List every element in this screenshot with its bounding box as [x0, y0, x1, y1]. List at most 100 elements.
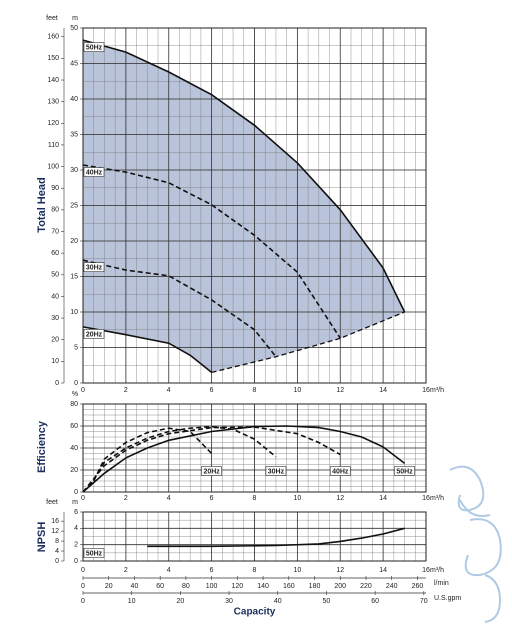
- curve-label: 50Hz: [86, 550, 103, 557]
- y-tick-label: 20: [70, 238, 78, 245]
- x2-tick-label: 40: [131, 583, 139, 590]
- y2-tick-label: 4: [55, 548, 59, 555]
- y2-tick-label: 40: [51, 293, 59, 300]
- x2-tick-label: 140: [257, 583, 269, 590]
- y-tick-label: 4: [74, 525, 78, 532]
- x-tick-label: 4: [167, 567, 171, 574]
- x-tick-label: 6: [210, 567, 214, 574]
- y-unit: m: [72, 499, 78, 506]
- y2-tick-label: 30: [51, 315, 59, 322]
- y-tick-label: 6: [74, 509, 78, 516]
- x2-unit: l/min: [434, 580, 449, 587]
- x3-tick-label: 40: [274, 598, 282, 605]
- y-tick-label: 15: [70, 273, 78, 280]
- x2-tick-label: 260: [412, 583, 424, 590]
- label-box: [83, 167, 105, 177]
- x2-tick-label: 80: [182, 583, 190, 590]
- y-tick-label: 50: [70, 25, 78, 32]
- curve-label: 20Hz: [86, 331, 103, 338]
- curve-label: 30Hz: [86, 265, 103, 272]
- x2-tick-label: 200: [334, 583, 346, 590]
- label-box: [83, 262, 105, 272]
- x2-tick-label: 160: [283, 583, 295, 590]
- axis-title: Efficiency: [36, 420, 48, 473]
- x-tick-label: 12: [336, 567, 344, 574]
- y2-tick-label: 90: [51, 185, 59, 192]
- curve: [82, 326, 213, 374]
- curve: [82, 259, 277, 358]
- y2-tick-label: 0: [55, 380, 59, 387]
- y-tick-label: 5: [74, 344, 78, 351]
- y-tick-label: 20: [70, 467, 78, 474]
- y2-tick-label: 60: [51, 250, 59, 257]
- x3-tick-label: 60: [371, 598, 379, 605]
- x-tick-label: 0: [81, 495, 85, 502]
- x-unit: m³/h: [430, 567, 444, 574]
- label-box: [83, 329, 105, 339]
- curve: [82, 39, 406, 313]
- y-tick-label: 25: [70, 202, 78, 209]
- x3-tick-label: 30: [225, 598, 233, 605]
- y-unit: m: [72, 15, 78, 22]
- x-tick-label: 2: [124, 495, 128, 502]
- curve-label: 50Hz: [396, 468, 413, 475]
- y-tick-label: 40: [70, 96, 78, 103]
- x3-tick-label: 70: [420, 598, 428, 605]
- plot-frame: [82, 27, 427, 384]
- x-tick-label: 10: [293, 567, 301, 574]
- x-tick-label: 4: [167, 387, 171, 394]
- x-tick-label: 12: [336, 495, 344, 502]
- x-axis-title: Capacity: [234, 607, 276, 618]
- y-tick-label: 60: [70, 423, 78, 430]
- y2-tick-label: 150: [47, 55, 59, 62]
- x-tick-label: 12: [336, 387, 344, 394]
- curve: [147, 527, 405, 548]
- x-tick-label: 2: [124, 387, 128, 394]
- x-unit: m³/h: [430, 387, 444, 394]
- x-tick-label: 0: [81, 387, 85, 394]
- curve-label: 40Hz: [332, 468, 349, 475]
- y2-tick-label: 16: [51, 518, 59, 525]
- label-box: [201, 466, 222, 476]
- y2-tick-label: 10: [51, 358, 59, 365]
- x-tick-label: 14: [379, 387, 387, 394]
- x-tick-label: 6: [210, 495, 214, 502]
- y-tick-label: 30: [70, 167, 78, 174]
- curve-label: 30Hz: [268, 468, 285, 475]
- x2-tick-label: 240: [386, 583, 398, 590]
- y-tick-label: 45: [70, 60, 78, 67]
- x-tick-label: 4: [167, 495, 171, 502]
- y-unit: %: [72, 391, 78, 398]
- y-tick-label: 0: [74, 380, 78, 387]
- y-tick-label: 80: [70, 401, 78, 408]
- x2-tick-label: 120: [232, 583, 244, 590]
- x2-tick-label: 220: [360, 583, 372, 590]
- curve: [82, 426, 341, 493]
- y2-unit: feet: [46, 15, 58, 22]
- x-tick-label: 6: [210, 387, 214, 394]
- y2-tick-label: 100: [47, 163, 59, 170]
- axis-title: NPSH: [36, 522, 48, 553]
- x3-tick-label: 10: [128, 598, 136, 605]
- y2-tick-label: 80: [51, 207, 59, 214]
- min-flow-line: [211, 311, 405, 374]
- x-tick-label: 16: [422, 495, 430, 502]
- axis-title: Total Head: [36, 177, 48, 232]
- x-tick-label: 14: [379, 495, 387, 502]
- y-tick-label: 0: [74, 558, 78, 565]
- x-tick-label: 0: [81, 567, 85, 574]
- x-tick-label: 16: [422, 567, 430, 574]
- y2-tick-label: 160: [47, 34, 59, 41]
- x3-tick-label: 20: [176, 598, 184, 605]
- plot-frame: [82, 511, 427, 562]
- x2-tick-label: 60: [156, 583, 164, 590]
- water-splash: [449, 465, 502, 623]
- x-tick-label: 14: [379, 567, 387, 574]
- y2-tick-label: 70: [51, 228, 59, 235]
- label-box: [394, 466, 415, 476]
- y2-tick-label: 0: [55, 558, 59, 565]
- y-tick-label: 0: [74, 489, 78, 496]
- x-tick-label: 8: [253, 387, 257, 394]
- x2-tick-label: 0: [81, 583, 85, 590]
- x3-tick-label: 0: [81, 598, 85, 605]
